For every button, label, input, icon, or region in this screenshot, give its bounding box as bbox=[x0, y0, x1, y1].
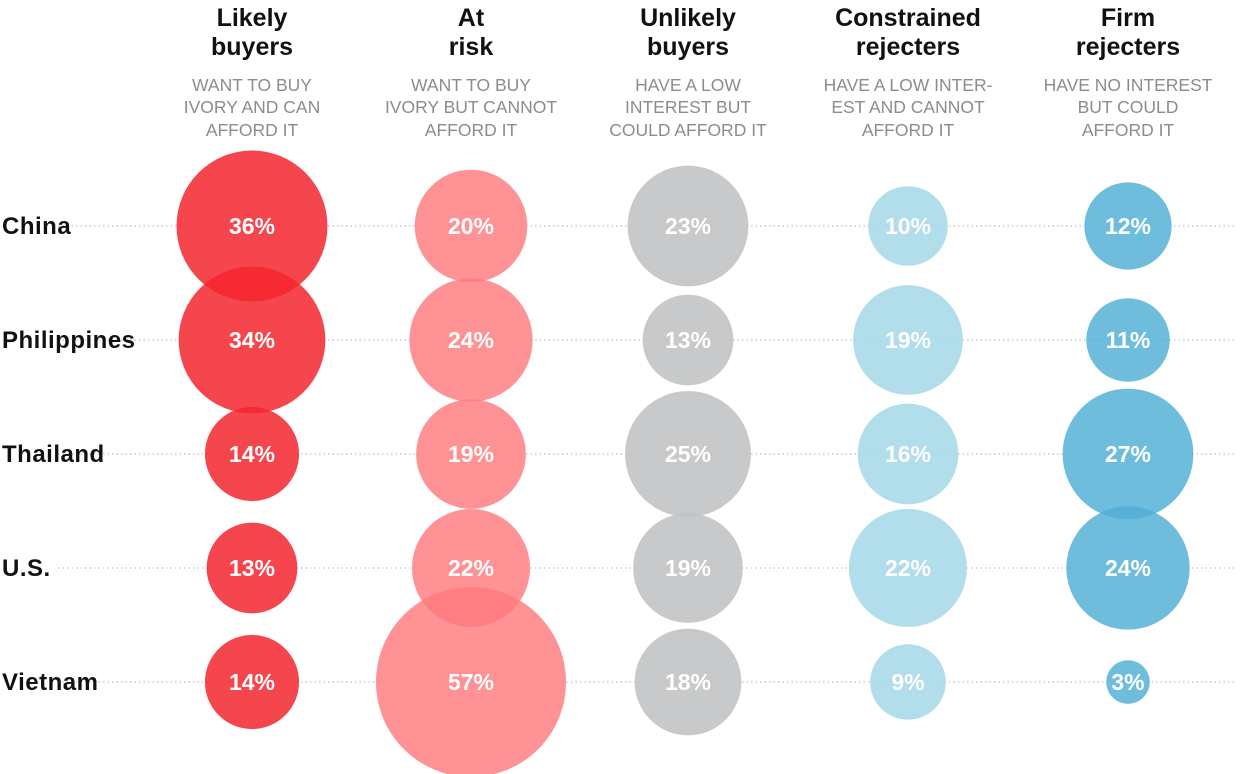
bubble-value-label: 9% bbox=[891, 669, 924, 695]
bubble-value-label: 27% bbox=[1105, 441, 1151, 467]
bubbles bbox=[176, 150, 1194, 774]
bubble bbox=[204, 634, 300, 730]
bubble-value-label: 23% bbox=[665, 213, 711, 239]
bubble bbox=[848, 508, 968, 628]
bubble-value-label: 12% bbox=[1105, 213, 1151, 239]
column-title: Constrained bbox=[835, 4, 981, 32]
bubble-value-labels: 36% 20% 23% 10% 12% 34% 24% 13% 19% 11% 14% 19% 25% 1… bbox=[229, 213, 1151, 695]
column-subtitle: INTEREST BUT bbox=[625, 97, 751, 117]
bubble-value-label: 18% bbox=[665, 669, 711, 695]
row-label: U.S. bbox=[2, 555, 51, 582]
column-subtitle: IVORY AND CAN bbox=[184, 97, 320, 117]
row-label: China bbox=[2, 213, 71, 240]
column-subtitle: WANT TO BUY bbox=[411, 75, 531, 95]
bubble-value-label: 22% bbox=[448, 555, 494, 581]
column-subtitle: HAVE A LOW bbox=[635, 75, 741, 95]
bubble bbox=[176, 150, 328, 302]
bubble-value-label: 13% bbox=[229, 555, 275, 581]
bubble bbox=[204, 406, 300, 502]
bubble-value-label: 36% bbox=[229, 213, 275, 239]
bubble bbox=[633, 513, 743, 623]
column-subtitle: HAVE A LOW INTER- bbox=[824, 75, 993, 95]
row-labels: China Philippines Thailand U.S. Vietnam bbox=[2, 213, 136, 696]
column-subtitle: WANT TO BUY bbox=[192, 75, 312, 95]
bubble-value-label: 24% bbox=[448, 327, 494, 353]
column-subtitle: IVORY BUT CANNOT bbox=[385, 97, 557, 117]
bubble bbox=[416, 399, 526, 509]
column-title: buyers bbox=[647, 33, 729, 61]
bubble bbox=[1086, 298, 1170, 382]
bubble-value-label: 22% bbox=[885, 555, 931, 581]
bubble-value-label: 13% bbox=[665, 327, 711, 353]
bubble bbox=[1062, 388, 1194, 520]
bubble bbox=[414, 169, 528, 283]
bubble bbox=[409, 278, 533, 402]
bubble bbox=[206, 522, 298, 614]
column-title: risk bbox=[449, 33, 494, 61]
column-subtitle: HAVE NO INTEREST bbox=[1044, 75, 1213, 95]
column-title: Firm bbox=[1101, 4, 1155, 32]
row-guide-lines bbox=[58, 225, 1236, 683]
bubble-value-label: 19% bbox=[885, 327, 931, 353]
bubble-value-label: 16% bbox=[885, 441, 931, 467]
bubble-value-label: 19% bbox=[448, 441, 494, 467]
bubble-value-label: 19% bbox=[665, 555, 711, 581]
bubble-value-label: 20% bbox=[448, 213, 494, 239]
bubble bbox=[376, 587, 566, 774]
bubble bbox=[1106, 660, 1150, 704]
bubble bbox=[625, 391, 751, 517]
column-title: buyers bbox=[211, 33, 293, 61]
bubble bbox=[642, 294, 734, 386]
bubble-value-label: 14% bbox=[229, 441, 275, 467]
column-title: Unlikely bbox=[640, 4, 736, 32]
bubble bbox=[634, 628, 742, 736]
column-title: rejecters bbox=[1076, 33, 1180, 61]
bubble-value-label: 10% bbox=[885, 213, 931, 239]
bubble bbox=[870, 644, 946, 720]
bubble-value-label: 57% bbox=[448, 669, 494, 695]
column-subtitle: COULD AFFORD IT bbox=[609, 120, 767, 140]
bubble bbox=[1084, 182, 1172, 270]
bubble bbox=[857, 403, 959, 505]
row-label: Philippines bbox=[2, 327, 136, 354]
column-subtitle: BUT COULD bbox=[1078, 97, 1179, 117]
column-subtitle: AFFORD IT bbox=[425, 120, 518, 140]
column-title: Likely bbox=[217, 4, 288, 32]
bubble-value-label: 14% bbox=[229, 669, 275, 695]
bubble-value-label: 24% bbox=[1105, 555, 1151, 581]
bubble-value-label: 3% bbox=[1111, 669, 1144, 695]
column-title: At bbox=[458, 4, 485, 32]
column-subtitle: EST AND CANNOT bbox=[831, 97, 985, 117]
bubble bbox=[627, 165, 749, 287]
bubble bbox=[853, 285, 963, 395]
bubble-value-label: 11% bbox=[1106, 327, 1151, 353]
bubble bbox=[868, 186, 948, 266]
bubble bbox=[1066, 506, 1190, 630]
bubble-value-label: 34% bbox=[229, 327, 275, 353]
row-label: Vietnam bbox=[2, 669, 98, 696]
column-subtitle: AFFORD IT bbox=[1082, 120, 1175, 140]
row-label: Thailand bbox=[2, 441, 105, 468]
bubble-value-label: 25% bbox=[665, 441, 711, 467]
column-subtitle: AFFORD IT bbox=[862, 120, 955, 140]
bubble bbox=[178, 266, 326, 414]
column-subtitle: AFFORD IT bbox=[206, 120, 299, 140]
column-title: rejecters bbox=[856, 33, 960, 61]
